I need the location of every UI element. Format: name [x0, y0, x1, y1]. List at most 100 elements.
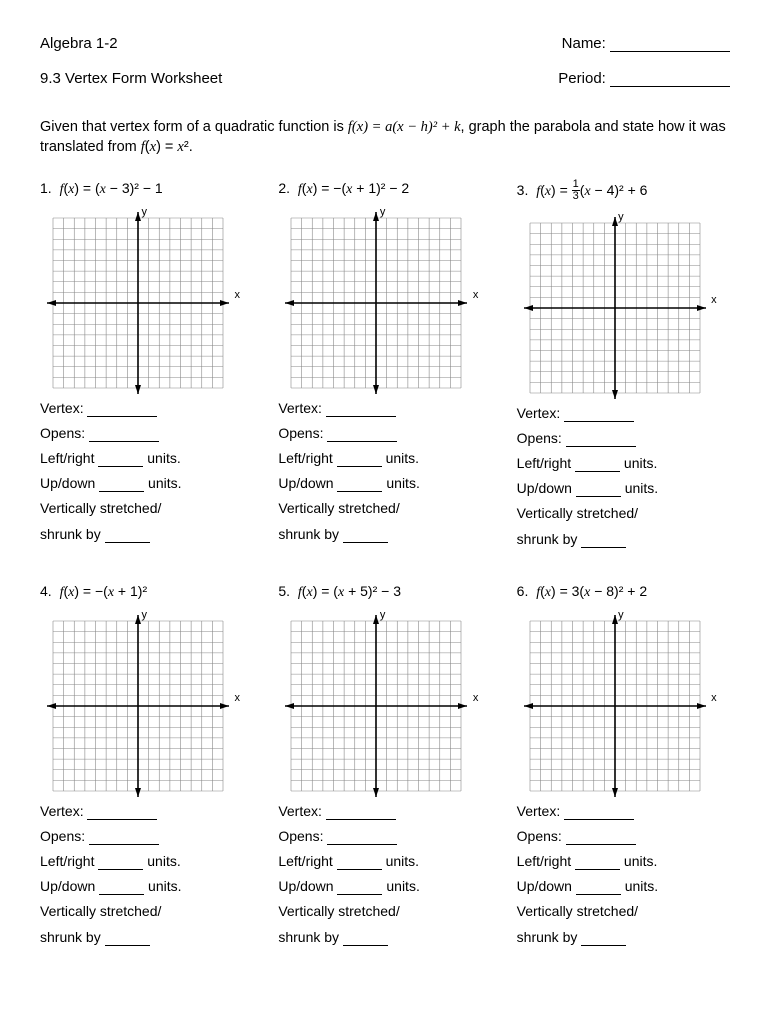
y-axis-label: y [142, 609, 148, 621]
vertex-line: Vertex: [517, 802, 730, 820]
updown-blank[interactable] [99, 477, 144, 492]
vertex-line: Vertex: [278, 399, 491, 417]
instr-formula: f(x) = a(x − h)² + k [348, 119, 461, 135]
problem-number: 1. [40, 180, 52, 196]
x-axis-label: x [473, 289, 479, 301]
problem-5: 5. f(x) = (x + 5)² − 3 y x Vertex: Opens… [278, 583, 491, 953]
updown-line: Up/down units. [40, 877, 253, 895]
stretch-line-2: shrunk by [40, 525, 253, 543]
stretch-blank[interactable] [343, 931, 388, 946]
stretch-line-1: Vertically stretched/ [40, 499, 253, 517]
stretch-blank[interactable] [105, 528, 150, 543]
problem-equation: f(x) = (x + 5)² − 3 [298, 583, 401, 599]
leftright-blank[interactable] [337, 452, 382, 467]
opens-line: Opens: [517, 827, 730, 845]
course-label: Algebra 1-2 [40, 35, 118, 52]
vertex-blank[interactable] [564, 407, 634, 422]
leftright-line: Left/right units. [278, 449, 491, 467]
updown-blank[interactable] [576, 482, 621, 497]
graph: y x [45, 210, 230, 385]
graph: y x [283, 613, 468, 788]
header-row-1: Algebra 1-2 Name: [40, 35, 730, 52]
x-axis-label: x [711, 294, 717, 306]
answer-blanks: Vertex: Opens: Left/right units. Up/down… [40, 802, 253, 946]
problem-number: 4. [40, 583, 52, 599]
opens-line: Opens: [40, 424, 253, 442]
vertex-line: Vertex: [40, 802, 253, 820]
problem-number: 5. [278, 583, 290, 599]
stretch-blank[interactable] [343, 528, 388, 543]
instructions: Given that vertex form of a quadratic fu… [40, 117, 730, 158]
answer-blanks: Vertex: Opens: Left/right units. Up/down… [517, 802, 730, 946]
vertex-blank[interactable] [326, 402, 396, 417]
x-axis-label: x [235, 692, 241, 704]
period-label: Period: [558, 70, 606, 87]
y-axis-label: y [618, 609, 624, 621]
period-field: Period: [558, 70, 730, 87]
opens-line: Opens: [40, 827, 253, 845]
stretch-line-2: shrunk by [517, 530, 730, 548]
stretch-blank[interactable] [581, 931, 626, 946]
leftright-blank[interactable] [98, 855, 143, 870]
stretch-line-1: Vertically stretched/ [517, 504, 730, 522]
opens-blank[interactable] [327, 427, 397, 442]
opens-line: Opens: [517, 429, 730, 447]
stretch-line-2: shrunk by [278, 525, 491, 543]
opens-blank[interactable] [89, 830, 159, 845]
leftright-blank[interactable] [98, 452, 143, 467]
stretch-blank[interactable] [105, 931, 150, 946]
name-blank[interactable] [610, 36, 730, 52]
updown-line: Up/down units. [517, 479, 730, 497]
updown-line: Up/down units. [278, 877, 491, 895]
leftright-blank[interactable] [575, 457, 620, 472]
answer-blanks: Vertex: Opens: Left/right units. Up/down… [40, 399, 253, 543]
graph: y x [45, 613, 230, 788]
updown-blank[interactable] [99, 880, 144, 895]
y-axis-label: y [142, 206, 148, 218]
problem-number: 6. [517, 583, 529, 599]
leftright-line: Left/right units. [517, 852, 730, 870]
stretch-blank[interactable] [581, 533, 626, 548]
x-axis-label: x [711, 692, 717, 704]
vertex-blank[interactable] [87, 402, 157, 417]
instr-base: f(x) = x² [141, 139, 189, 155]
problem-equation: f(x) = 3(x − 8)² + 2 [536, 583, 647, 599]
problem-equation: f(x) = 13(x − 4)² + 6 [536, 182, 647, 198]
opens-line: Opens: [278, 827, 491, 845]
period-blank[interactable] [610, 71, 730, 87]
leftright-line: Left/right units. [278, 852, 491, 870]
stretch-line-1: Vertically stretched/ [278, 499, 491, 517]
header-row-2: 9.3 Vertex Form Worksheet Period: [40, 70, 730, 87]
updown-blank[interactable] [576, 880, 621, 895]
problem-number: 2. [278, 180, 290, 196]
vertex-line: Vertex: [40, 399, 253, 417]
opens-blank[interactable] [327, 830, 397, 845]
instr-prefix: Given that vertex form of a quadratic fu… [40, 119, 348, 135]
opens-blank[interactable] [566, 432, 636, 447]
worksheet-title: 9.3 Vertex Form Worksheet [40, 70, 222, 87]
answer-blanks: Vertex: Opens: Left/right units. Up/down… [517, 404, 730, 548]
opens-blank[interactable] [566, 830, 636, 845]
problem-4: 4. f(x) = −(x + 1)² y x Vertex: Opens: L… [40, 583, 253, 953]
equation: 6. f(x) = 3(x − 8)² + 2 [517, 583, 730, 601]
opens-blank[interactable] [89, 427, 159, 442]
leftright-blank[interactable] [575, 855, 620, 870]
instr-suffix: . [189, 139, 193, 155]
name-label: Name: [562, 35, 606, 52]
stretch-line-1: Vertically stretched/ [517, 902, 730, 920]
vertex-blank[interactable] [564, 805, 634, 820]
updown-blank[interactable] [337, 477, 382, 492]
problems-grid: 1. f(x) = (x − 3)² − 1 y x Vertex: Opens… [40, 180, 730, 953]
equation: 5. f(x) = (x + 5)² − 3 [278, 583, 491, 601]
vertex-blank[interactable] [87, 805, 157, 820]
updown-blank[interactable] [337, 880, 382, 895]
equation: 2. f(x) = −(x + 1)² − 2 [278, 180, 491, 198]
equation: 1. f(x) = (x − 3)² − 1 [40, 180, 253, 198]
leftright-blank[interactable] [337, 855, 382, 870]
problem-3: 3. f(x) = 13(x − 4)² + 6 y x Vertex: Ope… [517, 180, 730, 555]
stretch-line-2: shrunk by [278, 928, 491, 946]
stretch-line-2: shrunk by [517, 928, 730, 946]
graph: y x [522, 215, 707, 390]
problem-number: 3. [517, 182, 529, 198]
vertex-blank[interactable] [326, 805, 396, 820]
